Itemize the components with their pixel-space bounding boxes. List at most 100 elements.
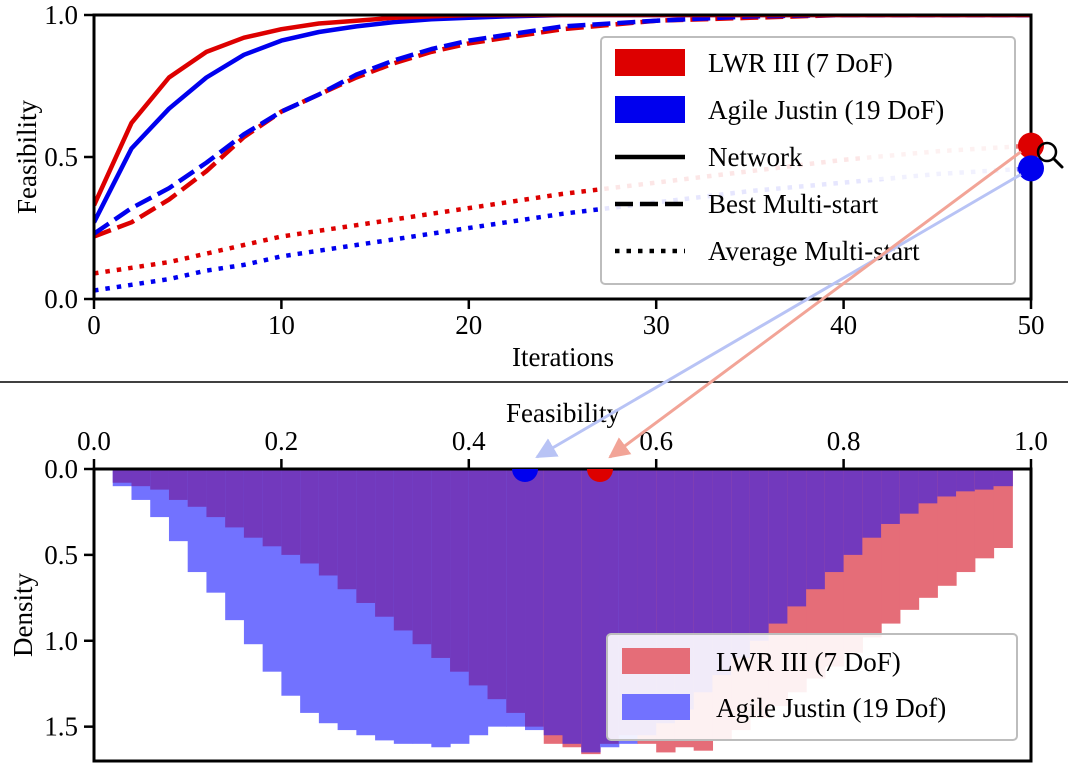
hist-bar-overlap [862,469,882,538]
hist-bar-overlap [956,469,976,492]
hist-bar-overlap [281,469,301,555]
top-line-chart: 0 10 20 30 40 50 0.0 0.5 1.0 Iterations Feasibil… [12,0,1064,372]
bottom-x-tick-label: 0.4 [452,426,486,456]
hist-bar-overlap [918,469,938,504]
hist-bar-overlap [525,469,545,727]
bottom-histogram: 0.0 0.2 0.4 0.6 0.8 1.00.00.51.01.5 Feasibili… [8,398,1048,763]
hist-bar-overlap [225,469,245,528]
bottom-y-axis-label: Density [8,573,38,657]
legend-label-best: Best Multi-start [708,189,879,219]
legend-lwr-patch [622,648,690,674]
hist-bar-overlap [543,469,564,736]
series-line-1 [94,15,1031,224]
top-y-tick-label: 1.0 [44,0,78,30]
hist-bar-overlap [787,469,807,607]
top-y-tick-label: 0.5 [44,142,78,172]
bottom-x-tick-label: 0.0 [77,426,111,456]
legend-red-patch [615,49,685,76]
hist-bar-overlap [168,469,189,500]
hist-bar-overlap [393,469,414,631]
hist-bar-overlap [993,469,1013,487]
bottom-plot-frame [92,467,1033,763]
bottom-x-tick-label: 1.0 [1014,426,1048,456]
bottom-legend-label-justin: Agile Justin (19 Dof) [716,693,946,723]
connector-arrows [535,150,1022,459]
hist-bar-overlap [150,469,170,490]
bottom-ticks: 0.0 0.2 0.4 0.6 0.8 1.00.00.51.01.5 [44,426,1048,742]
bottom-legend: LWR III (7 DoF) Agile Justin (19 Dof) [606,633,1018,741]
bottom-marker-1 [586,469,613,482]
legend-label-justin: Agile Justin (19 DoF) [708,95,944,125]
top-x-tick-label: 0 [87,310,101,340]
legend-label-network: Network [708,142,803,172]
legend-justin-patch [622,694,690,720]
bottom-y-tick-label: 0.5 [44,540,78,570]
hist-bar-overlap [824,469,845,573]
bottom-legend-box [606,633,1018,741]
legend-label-lwr: LWR III (7 DoF) [708,48,893,78]
hist-bar-overlap [581,469,601,753]
hist-bar-overlap [974,469,995,490]
bottom-legend-label-lwr: LWR III (7 DoF) [716,647,901,677]
connector-arrow-red [608,150,1022,459]
bottom-markers [512,469,613,482]
top-x-tick-label: 30 [643,310,670,340]
hist-bar-overlap [450,469,470,672]
magnifier-icon[interactable] [1036,141,1064,169]
hist-bar-overlap [749,469,770,641]
series-line-0 [94,15,1031,207]
hist-bar-overlap [337,469,357,590]
hist-bar-overlap [375,469,395,617]
hist-bar-overlap [187,469,208,507]
legend-blue-patch [615,96,685,123]
hist-bar-overlap [412,469,432,645]
hist-bar-overlap [243,469,264,538]
hist-bar-outer [937,469,957,586]
hist-bar-overlap [206,469,226,518]
hist-bar-overlap [899,469,920,514]
hist-bar-overlap [806,469,826,590]
hist-bar-overlap [468,469,489,686]
hist-bar-overlap [131,469,151,487]
top-x-tick-label: 20 [455,310,482,340]
series-line-2 [94,15,1031,239]
hist-bar-overlap [768,469,788,624]
bottom-y-tick-label: 0.0 [44,454,78,484]
histogram-bars-layer [112,469,1013,755]
connector-arrow-blue [535,173,1022,459]
hist-bar-outer [974,469,995,559]
series-line-3 [94,15,1031,236]
top-ticks: 0 10 20 30 40 50 0.0 0.5 1.0 [44,0,1044,340]
hist-bar-overlap [431,469,451,658]
hist-bar-overlap [487,469,507,700]
hist-bar-overlap [731,469,751,658]
hist-bar-outer [993,469,1013,549]
bottom-x-axis-label: Feasibility [506,398,620,428]
top-x-tick-label: 40 [830,310,857,340]
top-y-axis-label: Feasibility [12,100,42,214]
hist-bar-outer [956,469,976,573]
bottom-y-tick-label: 1.0 [44,626,78,656]
hist-bar-overlap [843,469,863,555]
top-legend: LWR III (7 DoF) Agile Justin (19 DoF) Ne… [600,36,1016,285]
hist-bar-overlap [881,469,901,524]
bottom-marker-0 [512,469,539,482]
hist-bar-overlap [562,469,582,744]
bottom-x-tick-label: 0.8 [827,426,861,456]
hist-bar-overlap [300,469,320,564]
bottom-y-tick-label: 1.5 [44,712,78,742]
top-x-axis-label: Iterations [512,342,614,372]
hist-bar-overlap [112,469,133,483]
hist-bar-overlap [937,469,957,497]
hist-bar-overlap [262,469,282,547]
hist-bar-overlap [712,469,732,676]
hist-bar-overlap [506,469,526,713]
hist-bar-overlap [318,469,339,576]
top-x-tick-label: 10 [268,310,295,340]
top-x-tick-label: 50 [1018,310,1045,340]
top-legend-box [600,36,1016,285]
top-final-marker-1 [1018,155,1044,182]
bottom-x-tick-label: 0.2 [265,426,299,456]
top-y-tick-label: 0.0 [44,284,78,314]
